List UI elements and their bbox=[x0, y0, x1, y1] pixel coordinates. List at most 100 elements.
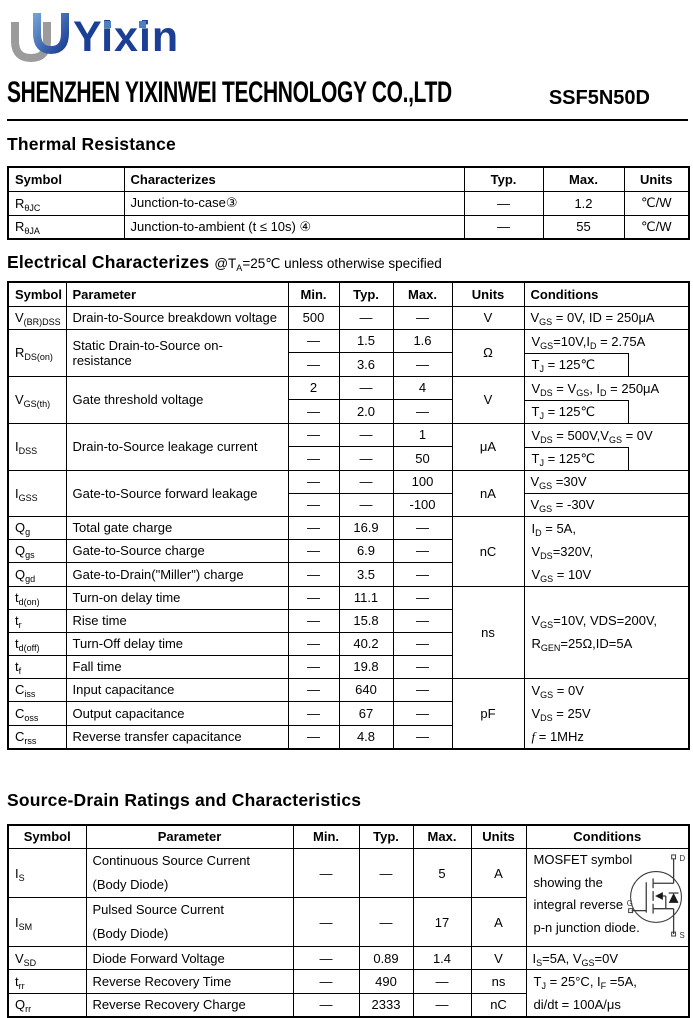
cell-parameter: Gate-to-Drain("Miller") charge bbox=[66, 563, 288, 586]
cell-max: — bbox=[393, 306, 452, 329]
cell-parameter: Total gate charge bbox=[66, 516, 288, 539]
cell-parameter: Fall time bbox=[66, 655, 288, 678]
cell-min: — bbox=[288, 539, 339, 562]
cell-symbol: RθJC bbox=[8, 191, 124, 215]
cell-units: ns bbox=[452, 586, 524, 678]
cell-units: A bbox=[471, 849, 526, 898]
cell-min: — bbox=[288, 678, 339, 702]
cell-typ: 6.9 bbox=[339, 539, 393, 562]
cell-conditions: VGS = 0V VDS = 25V f = 1MHz bbox=[524, 678, 689, 749]
header-divider bbox=[7, 119, 688, 121]
col-conditions: Conditions bbox=[526, 825, 689, 849]
cell-typ: — bbox=[339, 470, 393, 493]
cell-typ: 640 bbox=[339, 678, 393, 702]
cell-parameter: Gate-to-Source charge bbox=[66, 539, 288, 562]
col-typ: Typ. bbox=[464, 167, 543, 191]
cell-min: — bbox=[293, 947, 359, 970]
cell-conditions: VGS=10V, VDS=200V, RGEN=25Ω,ID=5A bbox=[524, 586, 689, 678]
cell-symbol: Qrr bbox=[8, 993, 86, 1017]
cell-typ: — bbox=[339, 376, 393, 400]
mosfet-gate-label: G bbox=[627, 899, 633, 908]
cell-max: 100 bbox=[393, 470, 452, 493]
condition-line: ID = 5A, bbox=[531, 517, 683, 540]
cell-max: — bbox=[393, 400, 452, 424]
table-row-vbrdss: V(BR)DSS Drain-to-Source breakdown volta… bbox=[8, 306, 689, 329]
cell-typ: 16.9 bbox=[339, 516, 393, 539]
cell-symbol: VGS(th) bbox=[8, 376, 66, 423]
cell-symbol: td(on) bbox=[8, 586, 66, 609]
cell-symbol: ISM bbox=[8, 898, 86, 947]
col-max: Max. bbox=[543, 167, 624, 191]
cell-max: — bbox=[393, 516, 452, 539]
cell-min: — bbox=[293, 898, 359, 947]
cell-characterizes: Junction-to-case③ bbox=[124, 191, 464, 215]
cell-min: 500 bbox=[288, 306, 339, 329]
col-units: Units bbox=[624, 167, 689, 191]
cell-max: — bbox=[393, 702, 452, 726]
condition-subcell: TJ = 125℃ bbox=[525, 447, 630, 470]
cell-max: — bbox=[413, 993, 471, 1017]
cell-symbol: RDS(on) bbox=[8, 329, 66, 376]
cell-typ: 3.5 bbox=[339, 563, 393, 586]
cell-symbol: trr bbox=[8, 970, 86, 994]
col-units: Units bbox=[452, 282, 524, 306]
table-row-tdon: td(on) Turn-on delay time — 11.1 — ns VG… bbox=[8, 586, 689, 609]
table-row-is: IS Continuous Source Current (Body Diode… bbox=[8, 849, 689, 898]
cell-conditions: VDS = 500V,VGS = 0V TJ = 125℃ bbox=[524, 423, 689, 470]
cell-min: — bbox=[288, 516, 339, 539]
cell-conditions: TJ = 25°C, IF =5A, di/dt = 100A/μs bbox=[526, 970, 689, 1018]
condition-line: VGS = 0V bbox=[531, 679, 683, 702]
company-logo-u-icon bbox=[7, 8, 69, 66]
cell-conditions: VGS =30V bbox=[524, 470, 689, 493]
col-symbol: Symbol bbox=[8, 825, 86, 849]
cell-max: -100 bbox=[393, 493, 452, 516]
col-max: Max. bbox=[413, 825, 471, 849]
table-row-vsd: VSD Diode Forward Voltage — 0.89 1.4 V I… bbox=[8, 947, 689, 970]
cell-units: ℃/W bbox=[624, 215, 689, 239]
condition-line: TJ = 25°C, IF =5A, bbox=[533, 970, 683, 993]
cell-min: — bbox=[288, 329, 339, 353]
condition-line: VDS = 500V,VGS = 0V bbox=[525, 424, 689, 447]
cell-symbol: Crss bbox=[8, 725, 66, 749]
cell-min: — bbox=[288, 470, 339, 493]
cell-typ: 11.1 bbox=[339, 586, 393, 609]
cell-units: ℃/W bbox=[624, 191, 689, 215]
table-row-rthjc: RθJC Junction-to-case③ — 1.2 ℃/W bbox=[8, 191, 689, 215]
cell-parameter: Diode Forward Voltage bbox=[86, 947, 293, 970]
cell-min: — bbox=[288, 655, 339, 678]
cell-typ: — bbox=[359, 849, 413, 898]
cell-units: nA bbox=[452, 470, 524, 516]
col-min: Min. bbox=[288, 282, 339, 306]
cell-max: 4 bbox=[393, 376, 452, 400]
col-conditions: Conditions bbox=[524, 282, 689, 306]
cell-typ: 19.8 bbox=[339, 655, 393, 678]
cell-typ: 1.5 bbox=[339, 329, 393, 353]
cell-characterizes: Junction-to-ambient (t ≤ 10s) ④ bbox=[124, 215, 464, 239]
cell-max: 1.2 bbox=[543, 191, 624, 215]
cell-max: — bbox=[413, 970, 471, 994]
cell-symbol: Coss bbox=[8, 702, 66, 726]
cell-min: — bbox=[288, 702, 339, 726]
condition-line: VGS=10V, VDS=200V, bbox=[531, 609, 683, 632]
cell-min: — bbox=[288, 632, 339, 655]
cell-units: nC bbox=[452, 516, 524, 586]
condition-subcell: TJ = 125℃ bbox=[525, 400, 630, 423]
cell-typ: — bbox=[339, 493, 393, 516]
parameter-line: Continuous Source Current bbox=[93, 849, 287, 873]
condition-line: VDS=320V, bbox=[531, 540, 683, 563]
parameter-line: (Body Diode) bbox=[93, 873, 287, 897]
table-row-vgsth-a: VGS(th) Gate threshold voltage 2 — 4 V V… bbox=[8, 376, 689, 400]
cell-conditions: VGS=10V,ID = 2.75A TJ = 125℃ bbox=[524, 329, 689, 376]
col-typ: Typ. bbox=[359, 825, 413, 849]
cell-typ: — bbox=[339, 447, 393, 471]
thermal-section-title: Thermal Resistance bbox=[7, 134, 688, 155]
cell-parameter: Input capacitance bbox=[66, 678, 288, 702]
cell-symbol: Ciss bbox=[8, 678, 66, 702]
cell-conditions: VGS = -30V bbox=[524, 493, 689, 516]
table-row-trr: trr Reverse Recovery Time — 490 — ns TJ … bbox=[8, 970, 689, 994]
cell-parameter: Pulsed Source Current (Body Diode) bbox=[86, 898, 293, 947]
cell-units: μA bbox=[452, 423, 524, 470]
thermal-header-row: Symbol Characterizes Typ. Max. Units bbox=[8, 167, 689, 191]
thermal-resistance-table: Symbol Characterizes Typ. Max. Units RθJ… bbox=[7, 166, 690, 240]
cell-min: — bbox=[288, 423, 339, 447]
